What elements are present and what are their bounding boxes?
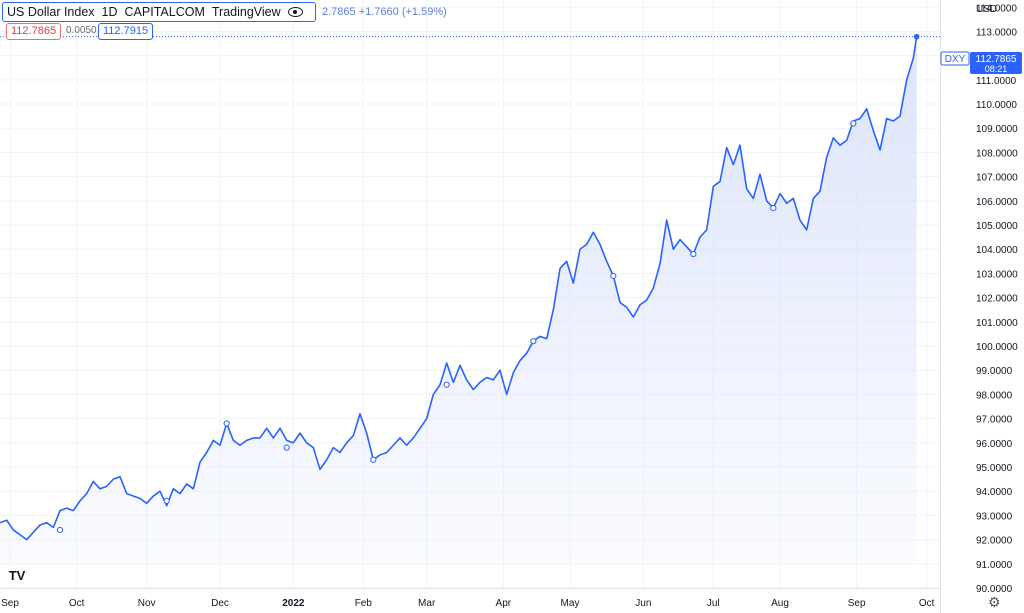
series-line (0, 36, 918, 541)
x-tick-label: Oct (919, 598, 935, 609)
gear-icon[interactable]: ⚙ (988, 594, 1001, 610)
y-tick-label: 114.0000 (976, 3, 1017, 14)
y-tick-label: 99.0000 (976, 366, 1013, 377)
y-tick-label: 97.0000 (976, 415, 1013, 426)
x-tick-label: Mar (418, 598, 436, 609)
y-tick-label: 96.0000 (976, 439, 1013, 450)
event-marker (370, 456, 377, 463)
event-marker (530, 338, 537, 345)
event-marker (56, 526, 64, 534)
y-tick-label: 105.0000 (976, 221, 1018, 232)
y-tick-label: 102.0000 (976, 294, 1018, 305)
price-change: 2.7865 +1.7660 (+1.59%) (322, 6, 447, 18)
x-tick-label: Jul (707, 598, 720, 609)
x-tick-label: May (561, 598, 580, 609)
event-marker (770, 204, 777, 212)
platform-label: TradingView (211, 5, 281, 19)
y-tick-label: 100.0000 (976, 342, 1018, 353)
y-tick-label: 109.0000 (976, 124, 1018, 135)
symbol-tag-label: DXY (945, 54, 966, 65)
ask-price[interactable]: 112.7915 (98, 23, 154, 40)
y-tick-label: 108.0000 (976, 148, 1018, 159)
bid-price[interactable]: 112.7865 (6, 23, 62, 40)
bar-countdown: 08:21 (985, 64, 1008, 74)
y-tick-label: 101.0000 (976, 318, 1018, 329)
symbol-header[interactable]: US Dollar Index 1D CAPITALCOM TradingVie… (2, 2, 316, 22)
x-tick-label: Feb (355, 598, 373, 609)
event-marker (443, 381, 450, 388)
x-tick-label: Nov (138, 598, 156, 609)
y-tick-label: 111.0000 (976, 76, 1017, 87)
last-price-value: 112.7865 (976, 54, 1017, 65)
x-tick-label: Oct (69, 598, 85, 609)
x-tick-label: 2022 (282, 598, 305, 609)
symbol-title: US Dollar Index (7, 5, 95, 19)
event-marker (690, 250, 697, 258)
spread-value: 0.0050 (66, 25, 97, 36)
y-tick-label: 95.0000 (976, 463, 1013, 474)
last-price-label (970, 52, 1022, 74)
event-marker (163, 497, 170, 504)
x-tick-label: Jun (635, 598, 651, 609)
event-marker (610, 272, 617, 279)
tradingview-logo-icon[interactable]: TV (4, 566, 30, 586)
event-marker (850, 120, 857, 127)
interval-label: 1D (101, 5, 118, 19)
y-tick-label: 104.0000 (976, 245, 1018, 256)
x-tick-label: Sep (1, 598, 19, 609)
x-tick-label: Sep (848, 598, 866, 609)
y-tick-label: 106.0000 (976, 197, 1018, 208)
event-marker (283, 444, 290, 451)
y-tick-label: 98.0000 (976, 390, 1013, 401)
source-label: CAPITALCOM (124, 5, 205, 19)
symbol-tag (940, 51, 970, 66)
y-tick-label: 94.0000 (976, 487, 1013, 498)
y-tick-label: 107.0000 (976, 173, 1018, 184)
y-tick-label: 110.0000 (976, 100, 1017, 111)
currency-label: USD (976, 4, 997, 15)
last-price-dot (913, 33, 920, 40)
event-marker (223, 420, 230, 427)
y-tick-label: 93.0000 (976, 511, 1013, 522)
x-tick-label: Apr (496, 598, 512, 609)
area-fill (0, 36, 917, 564)
y-tick-label: 90.0000 (976, 584, 1013, 595)
y-tick-label: 103.0000 (976, 269, 1018, 280)
x-tick-label: Dec (211, 598, 229, 609)
y-tick-label: 113.0000 (976, 27, 1017, 38)
x-tick-label: Aug (771, 598, 789, 609)
y-tick-label: 91.0000 (976, 560, 1013, 571)
eye-icon[interactable] (287, 7, 303, 17)
y-tick-label: 92.0000 (976, 536, 1013, 547)
